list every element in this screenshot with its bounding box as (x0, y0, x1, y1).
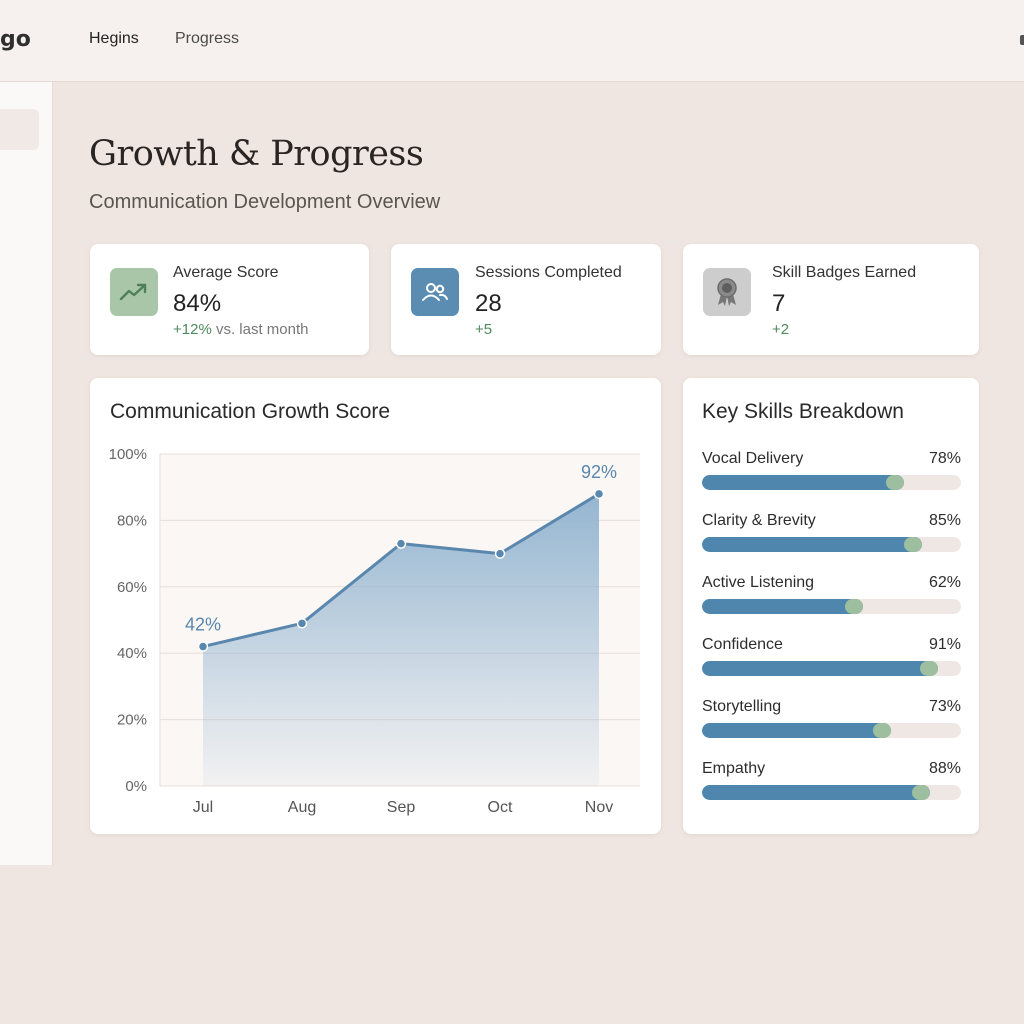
skill-progress-marker (873, 723, 891, 738)
users-icon (411, 268, 459, 316)
stat-label: Average Score (173, 264, 279, 281)
x-tick-label: Nov (585, 799, 613, 816)
skill-name: Vocal Delivery (702, 450, 804, 467)
skill-row: Storytelling 73% (702, 698, 961, 746)
skill-name: Storytelling (702, 698, 782, 715)
skill-progress-track (702, 599, 961, 614)
stat-value: 84% (173, 290, 222, 317)
skill-percent: 85% (928, 512, 961, 529)
stat-card-badges: Skill Badges Earned 7 +2 (683, 244, 979, 355)
skill-progress-track (702, 785, 961, 800)
nav-item-progress[interactable]: Progress (175, 30, 240, 47)
skill-progress-marker (904, 537, 922, 552)
skill-progress-fill (702, 661, 938, 676)
x-tick-label: Aug (288, 799, 316, 816)
chart-title: Communication Growth Score (110, 400, 391, 423)
skill-name: Clarity & Brevity (702, 512, 816, 529)
nav-item-hegins[interactable]: Hegins (89, 30, 139, 47)
skill-name: Active Listening (702, 574, 815, 591)
stat-card-average-score: Average Score 84% +12% vs. last month (90, 244, 369, 355)
skill-row: Active Listening 62% (702, 574, 961, 622)
skill-progress-marker (845, 599, 863, 614)
skill-name: Empathy (702, 760, 766, 777)
skill-progress-fill (702, 785, 930, 800)
stat-value: 7 (772, 290, 786, 317)
page-title: Growth & Progress (89, 134, 424, 174)
data-label: 92% (581, 462, 617, 482)
stat-delta-value: +12% (173, 321, 212, 338)
data-point (197, 641, 209, 652)
x-tick-label: Sep (387, 799, 416, 816)
stat-label: Skill Badges Earned (772, 264, 917, 281)
stat-delta-value: +2 (772, 321, 790, 338)
skills-breakdown-card: Key Skills Breakdown Vocal Delivery 78% Cl… (683, 378, 979, 834)
y-tick-label: 100% (109, 446, 147, 463)
stat-card-sessions: Sessions Completed 28 +5 (391, 244, 661, 355)
skill-name: Confidence (702, 636, 783, 653)
data-point (494, 548, 506, 559)
skill-percent: 78% (928, 450, 961, 467)
skill-progress-fill (702, 475, 904, 490)
sidebar (0, 82, 53, 865)
y-tick-label: 60% (117, 579, 147, 596)
data-point (395, 538, 407, 549)
skills-title: Key Skills Breakdown (702, 400, 904, 423)
skill-progress-fill (702, 599, 863, 614)
user-menu-icon[interactable] (1020, 35, 1024, 45)
skill-percent: 73% (928, 698, 961, 715)
skill-progress-marker (912, 785, 930, 800)
skill-percent: 62% (928, 574, 961, 591)
x-tick-label: Oct (488, 799, 513, 816)
app-logo[interactable]: go (0, 27, 31, 52)
data-label: 42% (185, 615, 221, 635)
top-bar: go Hegins Progress (0, 0, 1024, 82)
skill-progress-marker (920, 661, 938, 676)
stat-label: Sessions Completed (475, 264, 622, 281)
data-point (593, 488, 605, 500)
page-subtitle: Communication Development Overview (89, 191, 441, 213)
skill-percent: 88% (928, 760, 961, 777)
y-tick-label: 40% (117, 645, 147, 662)
x-tick-label: Jul (193, 799, 213, 816)
growth-chart-card: Communication Growth Score 0% 20% 40% 60% 80… (90, 378, 661, 834)
stat-delta: +12% vs. last month (173, 321, 309, 338)
skill-percent: 91% (928, 636, 961, 653)
badge-icon (703, 268, 751, 316)
stat-delta-value: +5 (475, 321, 493, 338)
trend-up-icon (110, 268, 158, 316)
stat-delta-suffix: vs. last month (211, 321, 309, 338)
skill-progress-fill (702, 537, 922, 552)
y-tick-label: 0% (125, 778, 147, 795)
skill-progress-fill (702, 723, 891, 738)
skill-progress-track (702, 475, 961, 490)
skill-row: Confidence 91% (702, 636, 961, 684)
stat-delta: +2 (772, 321, 789, 338)
skill-row: Empathy 88% (702, 760, 961, 808)
sidebar-item-active[interactable] (0, 109, 39, 150)
y-tick-label: 20% (117, 712, 147, 729)
stat-delta: +5 (475, 321, 492, 338)
skill-progress-track (702, 723, 961, 738)
skill-progress-track (702, 661, 961, 676)
stat-value: 28 (475, 290, 502, 317)
skill-progress-track (702, 537, 961, 552)
data-point (296, 618, 308, 629)
skill-row: Clarity & Brevity 85% (702, 512, 961, 560)
skill-row: Vocal Delivery 78% (702, 450, 961, 498)
skill-progress-marker (886, 475, 904, 490)
growth-chart: 0% 20% 40% 60% 80% 100% Jul Aug Sep Oct Nov 42% 92% (109, 446, 640, 816)
y-tick-label: 80% (117, 512, 147, 529)
series-area (203, 493, 599, 786)
